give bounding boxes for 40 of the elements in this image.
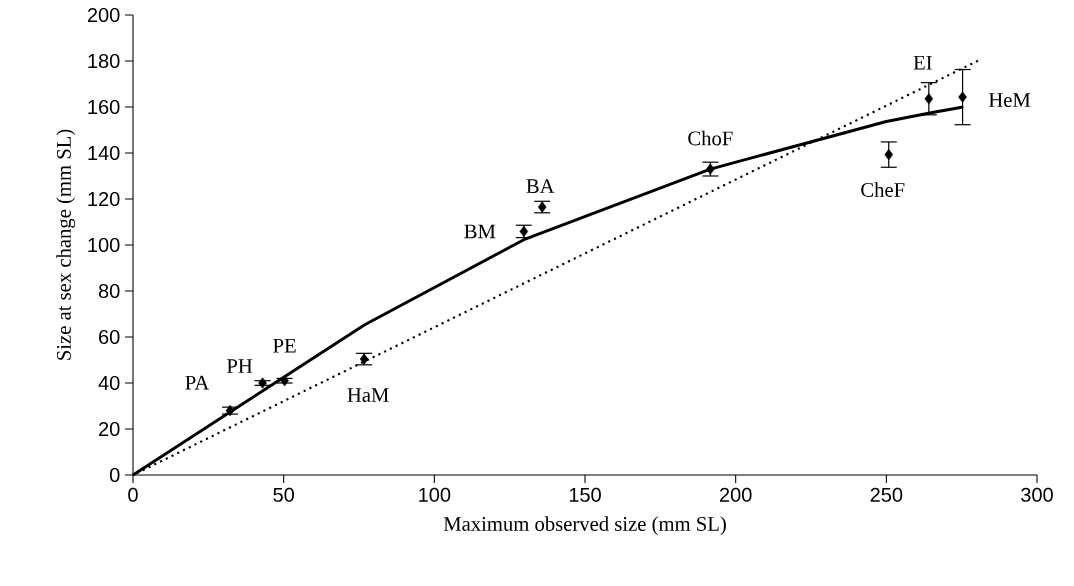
annotation: HaM	[347, 388, 389, 402]
point	[280, 375, 289, 387]
point	[537, 201, 547, 213]
point	[924, 93, 934, 105]
y-axis-title: Size at sex change (mm SL)	[56, 129, 76, 360]
y-tick-label: 60	[99, 329, 120, 345]
x-axis-title: Maximum observed size (mm SL)	[443, 516, 726, 536]
x-tick-label: 250	[870, 487, 903, 502]
x-tick-label: 0	[128, 487, 138, 502]
x-tick-label: 200	[719, 487, 752, 502]
y-tick-label: 80	[98, 283, 120, 299]
annotation: BM	[464, 224, 496, 239]
annotation: CheF	[861, 182, 905, 197]
point	[258, 377, 267, 389]
x-tick-label: 300	[1021, 487, 1053, 502]
point	[884, 149, 894, 161]
x-tick-label: 100	[419, 487, 451, 502]
point	[359, 353, 369, 365]
y-tick-label: 20	[99, 421, 120, 437]
annotation: HeM	[988, 93, 1031, 107]
y-tick-label: 120	[88, 191, 120, 207]
annotation: PA	[185, 375, 210, 390]
y-tick-label: 140	[88, 145, 120, 161]
annotation: PH	[226, 359, 253, 373]
x-tick-label: 50	[273, 487, 294, 502]
annotation: BA	[526, 179, 555, 193]
annotation: PE	[273, 338, 296, 353]
y-tick-label: 0	[109, 467, 120, 483]
y-tick-label: 200	[87, 7, 120, 23]
y-tick-label: 180	[88, 53, 120, 69]
point	[225, 405, 235, 417]
point	[958, 91, 967, 103]
annotation: EI	[913, 55, 932, 70]
point	[519, 225, 529, 238]
y-tick-label: 100	[88, 237, 120, 253]
y-tick-label: 40	[98, 375, 120, 391]
point	[706, 163, 715, 175]
y-tick-label: 160	[88, 99, 120, 115]
x-tick-label: 150	[569, 487, 601, 502]
annotation: ChoF	[688, 130, 733, 146]
